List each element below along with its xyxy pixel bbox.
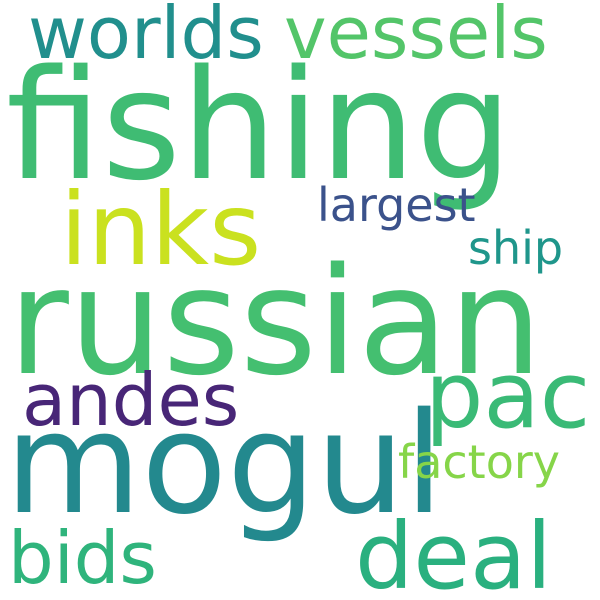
word-fishing: fishing <box>6 37 513 214</box>
word-deal: deal <box>355 503 552 600</box>
word-bids: bids <box>8 516 157 600</box>
word-pac: pac <box>425 342 591 449</box>
word-worlds: worlds <box>28 0 264 75</box>
word-largest: largest <box>317 178 476 232</box>
word-mogul: mogul <box>5 383 444 546</box>
word-vessels: vessels <box>284 0 548 75</box>
word-inks: inks <box>60 171 262 288</box>
word-ship: ship <box>468 221 564 275</box>
word-russian: russian <box>8 236 543 408</box>
word-andes: andes <box>22 358 240 442</box>
word-factory: factory <box>398 435 560 489</box>
